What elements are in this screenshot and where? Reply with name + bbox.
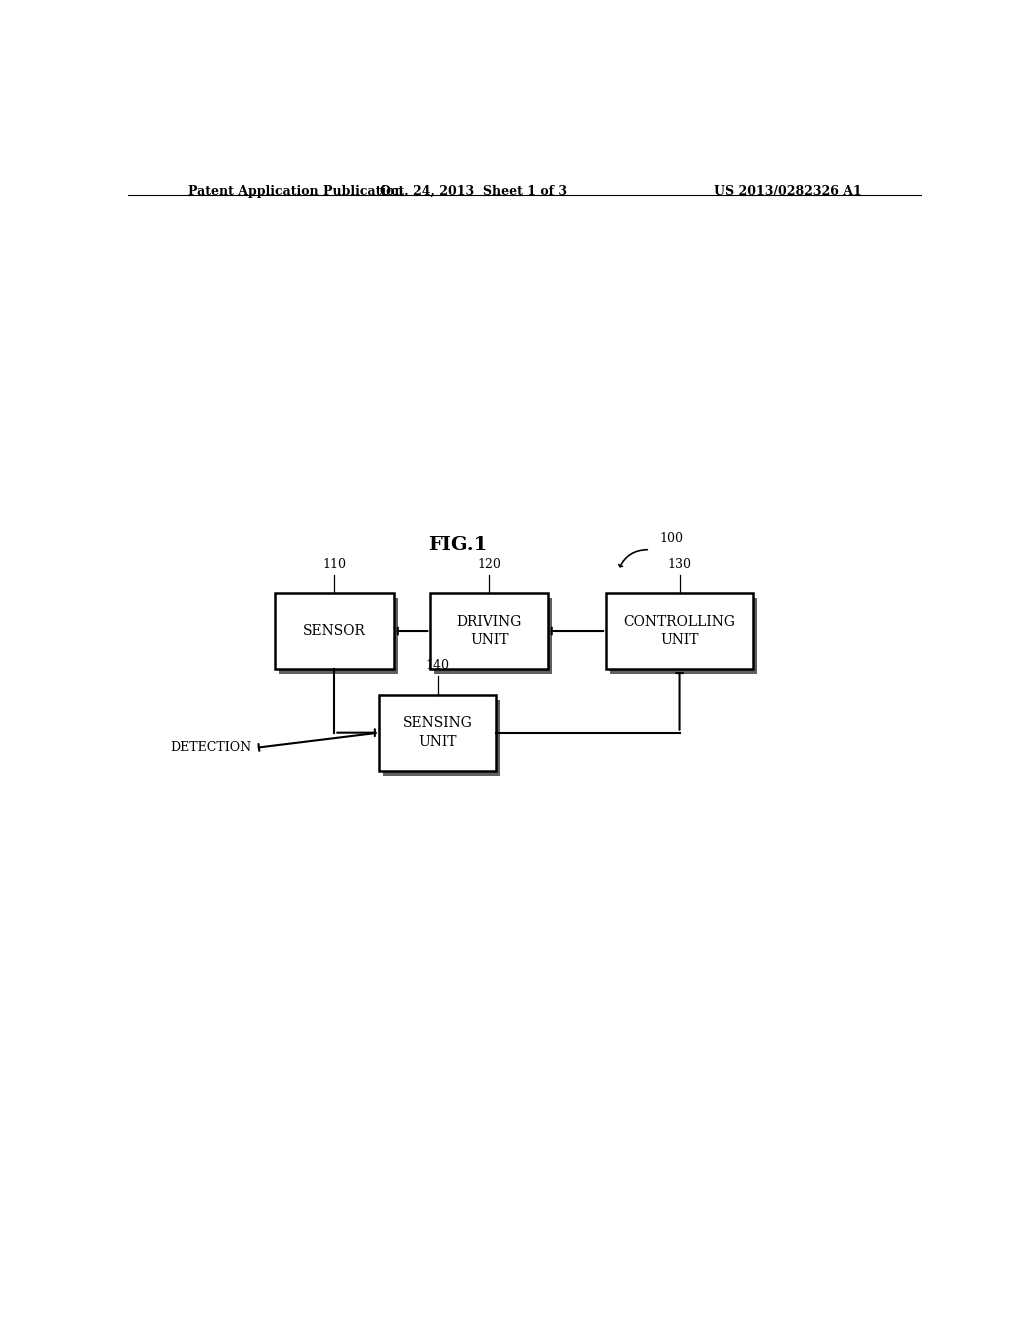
Bar: [383, 700, 500, 776]
Text: US 2013/0282326 A1: US 2013/0282326 A1: [715, 185, 862, 198]
Text: FIG.1: FIG.1: [428, 536, 487, 553]
Bar: [379, 694, 497, 771]
Bar: [279, 598, 397, 675]
Bar: [274, 593, 394, 669]
Text: 100: 100: [659, 532, 684, 545]
Bar: [430, 593, 548, 669]
Text: 110: 110: [323, 557, 346, 570]
Text: DRIVING
UNIT: DRIVING UNIT: [457, 615, 522, 647]
Bar: [610, 598, 757, 675]
Text: Oct. 24, 2013  Sheet 1 of 3: Oct. 24, 2013 Sheet 1 of 3: [380, 185, 566, 198]
Text: Patent Application Publication: Patent Application Publication: [187, 185, 403, 198]
Bar: [606, 593, 753, 669]
Text: SENSING
UNIT: SENSING UNIT: [402, 717, 472, 748]
Text: 140: 140: [426, 659, 450, 672]
Text: 130: 130: [668, 557, 691, 570]
Text: 120: 120: [477, 557, 501, 570]
Text: DETECTION: DETECTION: [170, 742, 251, 755]
Text: SENSOR: SENSOR: [303, 624, 366, 638]
Text: CONTROLLING
UNIT: CONTROLLING UNIT: [624, 615, 735, 647]
Bar: [434, 598, 552, 675]
